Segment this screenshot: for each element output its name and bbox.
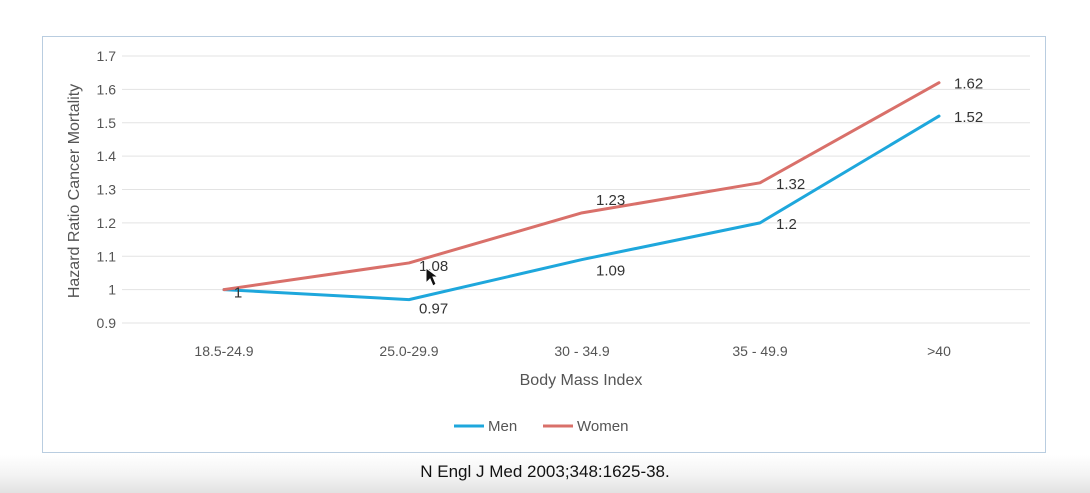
mouse-cursor-icon <box>425 267 440 287</box>
y-tick-label: 1.7 <box>97 48 117 64</box>
series-line-men <box>222 114 941 302</box>
y-tick-label: 1 <box>108 282 116 298</box>
series-line-women <box>222 81 941 292</box>
x-tick-labels: 18.5-24.9 25.0-29.9 30 - 34.9 35 - 49.9 >40 <box>194 343 951 359</box>
data-label: 1 <box>234 285 242 302</box>
data-label: 1.23 <box>596 192 625 209</box>
x-tick-label: 25.0-29.9 <box>379 343 438 359</box>
citation-text: N Engl J Med 2003;348:1625-38. <box>420 462 670 481</box>
data-label: 1.08 <box>419 258 448 275</box>
data-label: 0.97 <box>419 301 448 318</box>
caption-band <box>0 455 1090 493</box>
x-tick-label: 35 - 49.9 <box>732 343 787 359</box>
y-tick-label: 1.2 <box>97 215 117 231</box>
data-label: 1.2 <box>776 216 797 233</box>
x-tick-label: 30 - 34.9 <box>554 343 609 359</box>
data-label: 1.52 <box>954 109 983 126</box>
y-tick-label: 0.9 <box>97 315 117 331</box>
y-tick-label: 1.3 <box>97 182 117 198</box>
legend-label-men: Men <box>488 418 517 435</box>
grid-lines <box>122 55 1030 324</box>
y-tick-labels: 0.9 1 1.1 1.2 1.3 1.4 1.5 1.6 1.7 <box>97 48 117 331</box>
y-tick-label: 1.6 <box>97 81 117 97</box>
y-tick-label: 1.4 <box>97 148 117 164</box>
data-label: 1.62 <box>954 76 983 93</box>
y-tick-label: 1.5 <box>97 115 117 131</box>
line-chart: 0.9 1 1.1 1.2 1.3 1.4 1.5 1.6 1.7 18.5-24.9 25.0-… <box>66 48 1030 435</box>
series-lines <box>222 81 941 302</box>
x-tick-label: 18.5-24.9 <box>194 343 253 359</box>
data-labels: 0.97 1.09 1.2 1.52 1 1.08 1.23 1.32 1.62 <box>234 76 983 318</box>
legend: Men Women <box>454 418 628 435</box>
x-tick-label: >40 <box>927 343 951 359</box>
legend-label-women: Women <box>577 418 628 435</box>
y-tick-label: 1.1 <box>97 248 117 264</box>
x-axis-title: Body Mass Index <box>520 372 643 389</box>
chart-frame <box>42 36 1046 453</box>
data-label: 1.09 <box>596 263 625 280</box>
y-axis-title: Hazard Ratio Cancer Mortality <box>66 84 83 298</box>
data-label: 1.32 <box>776 176 805 193</box>
